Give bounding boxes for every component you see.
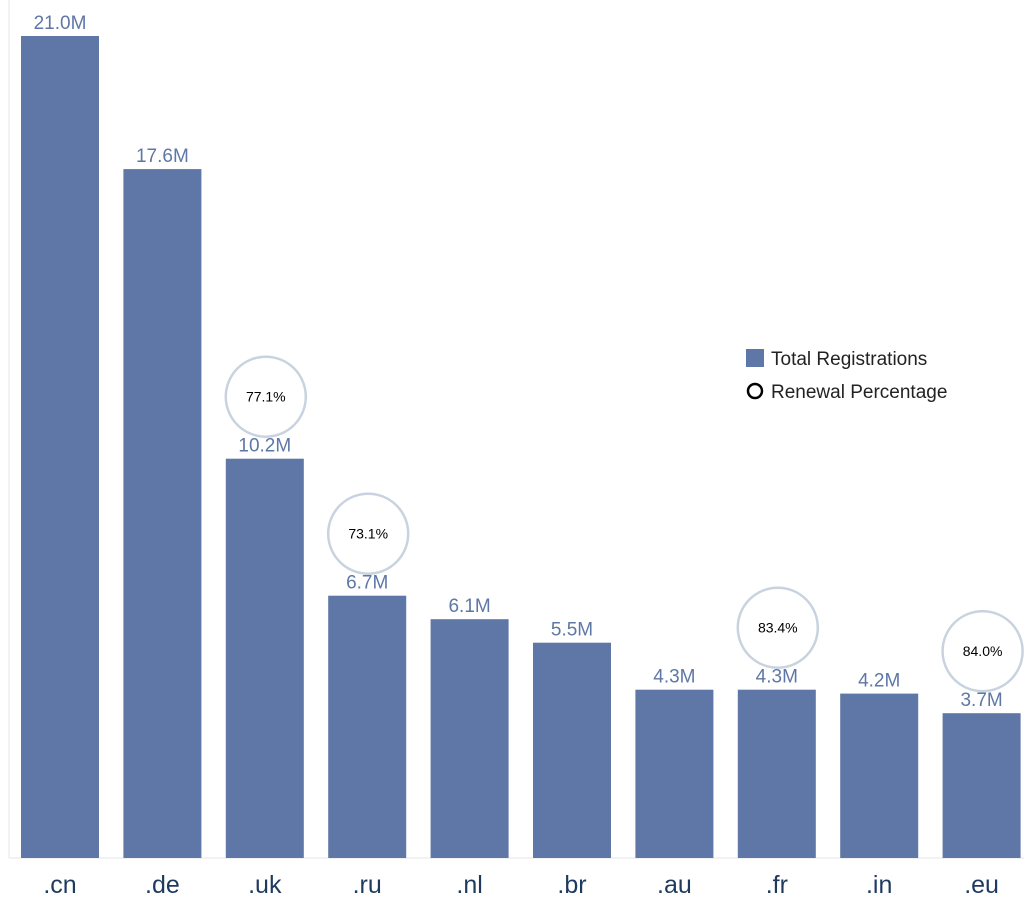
renewal-percentage-label: 84.0%	[963, 643, 1003, 659]
category-label: .de	[145, 871, 180, 899]
bar-value-label: 21.0M	[34, 13, 87, 34]
bar-nl	[430, 619, 509, 858]
bar-value-label: 5.5M	[551, 620, 593, 641]
renewal-circles-layer: 77.1% 73.1% 83.4% 84.0%	[224, 355, 1024, 693]
bar-value-label: 4.3M	[653, 667, 695, 688]
renewal-circle	[941, 609, 1024, 693]
category-label: .br	[557, 871, 586, 899]
legend: Total Registrations Renewal Percentage	[746, 349, 947, 403]
bar-value-label: 10.2M	[238, 436, 291, 457]
category-label: .au	[657, 871, 692, 899]
bar-de	[123, 169, 202, 859]
bar-value-label: 4.2M	[858, 671, 900, 692]
category-label: .ru	[353, 871, 382, 899]
bar-value-label: 4.3M	[756, 667, 798, 688]
category-label: .nl	[456, 871, 482, 899]
bar-ru	[328, 595, 407, 858]
bar-cn	[21, 36, 99, 858]
category-label: .in	[866, 871, 892, 899]
renewal-circle	[736, 586, 820, 669]
legend-label: Total Registrations	[771, 349, 927, 370]
renewal-circle	[326, 492, 410, 575]
legend-label: Renewal Percentage	[771, 382, 947, 403]
bar-fr	[737, 689, 816, 858]
category-label: .cn	[43, 871, 76, 899]
bar-value-label: 6.7M	[346, 573, 388, 594]
category-label: .fr	[766, 871, 788, 899]
legend-square-icon	[746, 349, 764, 367]
category-label: .uk	[248, 871, 282, 899]
renewal-percentage-label: 77.1%	[246, 389, 286, 405]
bar-in	[840, 693, 919, 858]
bar-uk	[225, 458, 304, 858]
category-label: .eu	[964, 871, 999, 899]
bar-value-label: 17.6M	[136, 146, 189, 167]
renewal-percentage-label: 73.1%	[348, 526, 388, 542]
renewal-percentage-label: 83.4%	[758, 620, 798, 636]
renewal-circle	[224, 355, 308, 438]
bar-eu	[942, 713, 1021, 858]
legend-circle-icon	[746, 382, 764, 400]
bar-value-label: 3.7M	[960, 690, 1002, 711]
labels-layer: 21.0M .cn 17.6M .de 10.2M .uk 6.7M .ru 6.1M .nl 5.…	[34, 13, 1003, 899]
bar-au	[635, 689, 714, 858]
bar-br	[533, 642, 611, 858]
bars-layer	[21, 36, 1021, 859]
bar-value-label: 6.1M	[448, 596, 490, 617]
